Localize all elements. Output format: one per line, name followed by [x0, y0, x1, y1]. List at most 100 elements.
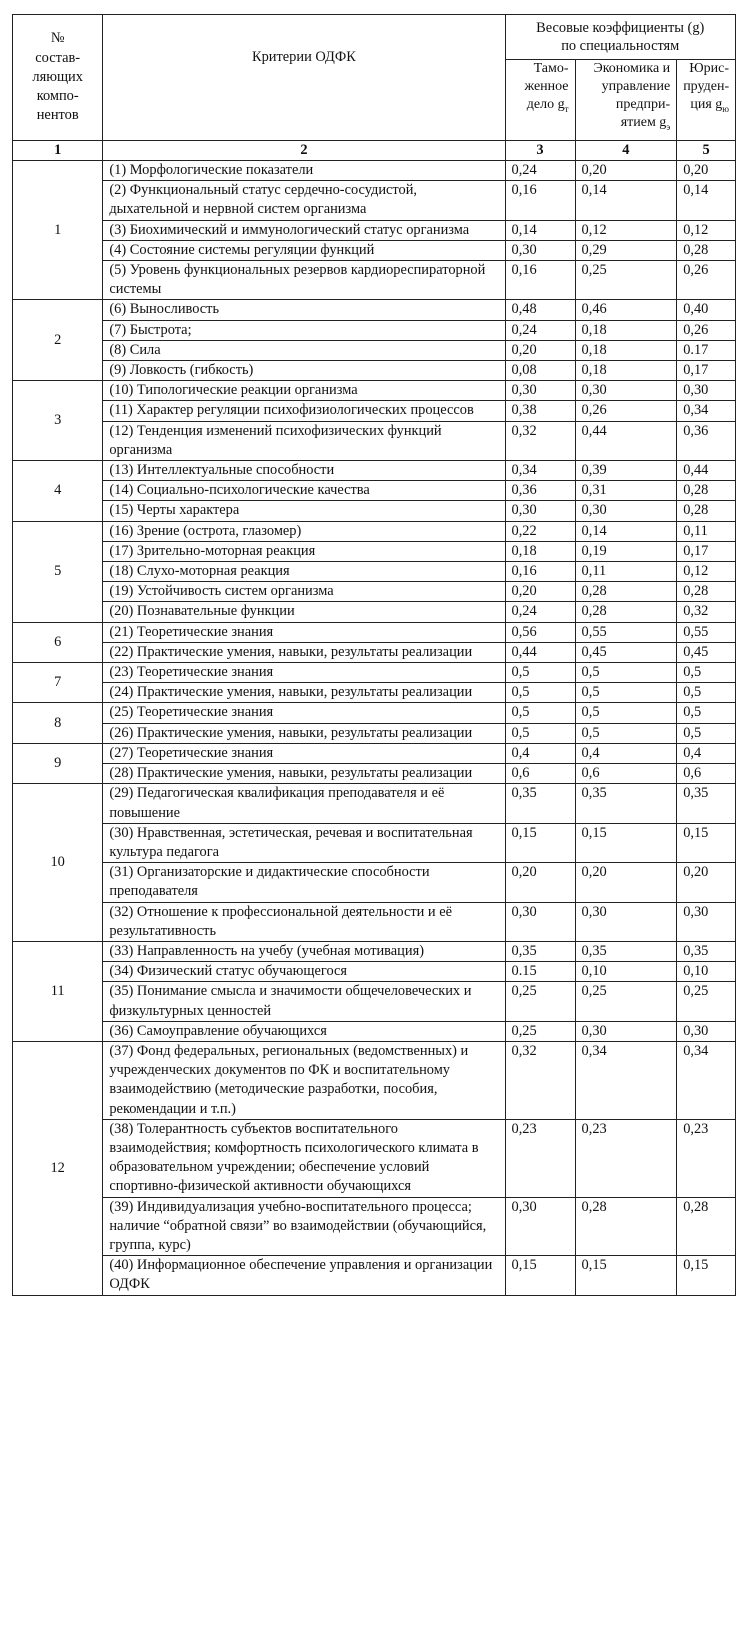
criterion-row: (38) Толерантность субъектов воспитатель… [13, 1118, 736, 1198]
criterion-text: (6) Выносливость [102, 299, 506, 321]
weight-value: 0,34 [676, 400, 736, 422]
criterion-text: (12) Тенденция изменений психофизических… [102, 420, 506, 462]
specialty-header: Юрис- пруден- ция gю [676, 59, 736, 141]
criterion-row: 5 (16) Зрение (острота, глазомер) 0,22 0,14… [11, 520, 736, 623]
criterion-text: (16) Зрение (острота, глазомер) [102, 520, 506, 542]
component-number: 3 [11, 380, 104, 462]
weight-value: 0,11 [574, 561, 678, 583]
weight-value: 0,25 [574, 260, 678, 301]
weight-value: 0,30 [504, 901, 576, 942]
weight-value: 0,28 [676, 581, 736, 603]
weight-value: 0,5 [504, 722, 576, 744]
criterion-row: (18) Слухо-моторная реакция 0,16 0,11 0,12 [13, 561, 736, 583]
specialty-subscript: э [666, 121, 671, 132]
weight-value: 0,14 [676, 180, 736, 221]
weights-header: Весовые коэффициенты (g) по специальност… [504, 14, 736, 60]
criterion-row: (5) Уровень функциональных резервов кард… [13, 260, 736, 301]
weight-value: 0,08 [504, 360, 576, 382]
criterion-row: 9 (27) Теоретические знания 0,4 0,4 0,4 [11, 742, 736, 785]
weight-value: 0,12 [676, 219, 736, 241]
weight-value: 0,24 [504, 159, 576, 182]
criterion-text: (26) Практические умения, навыки, резуль… [102, 722, 506, 744]
component-number: 10 [11, 783, 104, 942]
weight-value: 0,38 [504, 400, 576, 422]
criterion-row: 6 (21) Теоретические знания 0,56 0,55 0,55 [11, 621, 736, 664]
weight-value: 0,5 [574, 662, 678, 684]
weight-value: 0,20 [504, 581, 576, 603]
criterion-row: (11) Характер регуляции психофизиологиче… [13, 400, 736, 422]
component-number: 6 [11, 621, 104, 664]
criterion-text: (28) Практические умения, навыки, резуль… [102, 763, 506, 785]
weight-value: 0,12 [676, 561, 736, 583]
weight-value: 0,20 [676, 159, 736, 182]
criterion-text: (10) Типологические реакции организма [102, 380, 506, 402]
weight-value: 0,6 [574, 763, 678, 785]
weight-value: 0,25 [504, 1020, 576, 1042]
component-number: 5 [11, 520, 104, 623]
weight-value: 0,28 [574, 581, 678, 603]
weight-value: 0,35 [574, 940, 678, 963]
weight-value: 0,35 [504, 940, 576, 963]
weight-value: 0,44 [574, 420, 678, 462]
weight-value: 0,28 [676, 480, 736, 502]
weight-value: 0,32 [504, 420, 576, 462]
criterion-row: (35) Понимание смысла и значимости общеч… [13, 981, 736, 1022]
column-number: 4 [574, 139, 678, 162]
specialty-header: Тамо- женное дело gт [504, 59, 576, 141]
criterion-text: (40) Информационное обеспечение управлен… [102, 1255, 506, 1296]
weight-value: 0,36 [676, 420, 736, 462]
criterion-text: (22) Практические умения, навыки, резуль… [102, 641, 506, 664]
weight-value: 0,30 [504, 1196, 576, 1257]
weight-value: 0,19 [574, 540, 678, 563]
weight-value: 0,15 [676, 1255, 736, 1296]
criterion-row: 2 (6) Выносливость 0,48 0,46 0,40 [11, 299, 736, 382]
criterion-row: (40) Информационное обеспечение управлен… [13, 1255, 736, 1296]
weight-value: 0,6 [504, 763, 576, 785]
weight-value: 0,24 [504, 319, 576, 341]
weight-value: 0,20 [676, 862, 736, 903]
component-number: 11 [11, 940, 104, 1042]
criterion-text: (3) Биохимический и иммунологический ста… [102, 219, 506, 241]
weight-value: 0,26 [676, 319, 736, 341]
criterion-row: (34) Физический статус обучающегося 0.15 0… [13, 961, 736, 983]
criteria-header: Критерии ОДФК [102, 14, 506, 141]
weight-value: 0,30 [676, 901, 736, 942]
criterion-text: (11) Характер регуляции психофизиологиче… [102, 400, 506, 422]
weight-value: 0,16 [504, 260, 576, 301]
criterion-row: 1 (1) Морфологические показатели 0,24 0,20 0… [11, 159, 736, 301]
criterion-text: (23) Теоретические знания [102, 662, 506, 684]
weight-value: 0,45 [676, 641, 736, 664]
weight-value: 0,56 [504, 621, 576, 643]
weight-value: 0,40 [676, 299, 736, 321]
weight-value: 0.17 [676, 339, 736, 362]
weight-value: 0,5 [504, 662, 576, 684]
criterion-row: (24) Практические умения, навыки, резуль… [13, 682, 736, 704]
criterion-row: (8) Сила 0,20 0,18 0.17 [13, 339, 736, 362]
weight-value: 0,17 [676, 540, 736, 563]
weight-value: 0,5 [504, 702, 576, 724]
weight-value: 0,23 [676, 1118, 736, 1198]
weight-value: 0,46 [574, 299, 678, 321]
weight-value: 0,15 [574, 822, 678, 864]
specialty-header: Экономика и управление предпри- ятием gэ [574, 59, 678, 141]
weight-value: 0,18 [574, 339, 678, 362]
weight-value: 0,4 [574, 742, 678, 765]
weight-value: 0,24 [504, 601, 576, 623]
weight-value: 0,30 [574, 500, 678, 522]
criterion-row: (19) Устойчивость систем организма 0,20 0,… [13, 581, 736, 603]
weight-value: 0,35 [574, 783, 678, 824]
weight-value: 0,30 [676, 380, 736, 402]
weight-value: 0,34 [676, 1040, 736, 1120]
weight-value: 0,4 [676, 742, 736, 765]
weight-value: 0,44 [676, 460, 736, 482]
criterion-text: (35) Понимание смысла и значимости общеч… [102, 981, 506, 1022]
weight-value: 0,32 [676, 601, 736, 623]
component-header: № состав- ляющих компо- нентов [11, 14, 104, 141]
weight-value: 0,34 [574, 1040, 678, 1120]
weight-value: 0,28 [676, 500, 736, 522]
weight-value: 0,28 [676, 239, 736, 262]
weight-value: 0,16 [504, 180, 576, 221]
weight-value: 0,20 [574, 159, 678, 182]
weight-value: 0,29 [574, 239, 678, 262]
weight-value: 0,35 [504, 783, 576, 824]
